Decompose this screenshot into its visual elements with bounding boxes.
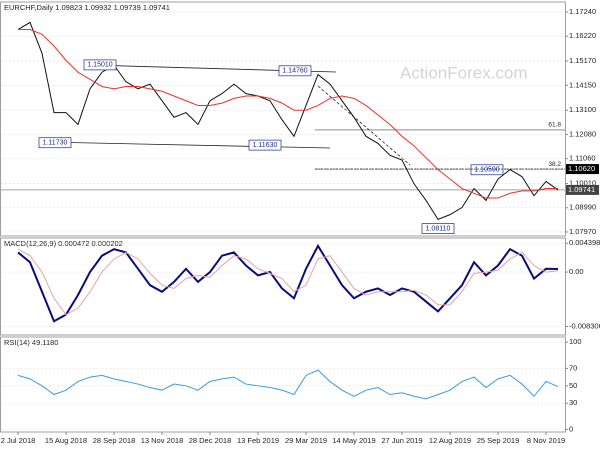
y-tick-label: 70 xyxy=(569,363,577,372)
y-tick-label: 0.004398 xyxy=(569,238,600,247)
annotation-box xyxy=(83,59,117,71)
x-tick-label: 13 Feb 2019 xyxy=(237,436,279,445)
x-tick-label: 13 Nov 2018 xyxy=(141,436,184,445)
fib-label: 38.2 xyxy=(548,161,561,168)
x-tick-label: 12 Aug 2019 xyxy=(429,436,471,445)
annotation-label: 1.11630 xyxy=(253,142,278,149)
fib-label: 61.8 xyxy=(548,122,561,129)
y-tick-label: 50 xyxy=(569,381,577,390)
y-tick-label: 1.16220 xyxy=(569,31,596,40)
annotation-label: 1.11730 xyxy=(43,140,68,147)
x-tick-label: 14 May 2019 xyxy=(332,436,375,445)
y-tick-label: 1.13100 xyxy=(569,105,596,114)
x-tick-label: 15 Aug 2018 xyxy=(45,436,87,445)
annotation-box xyxy=(421,223,455,234)
y-tick-label: 1.14150 xyxy=(569,80,596,89)
y-tick-label: 1.10010 xyxy=(569,179,596,188)
price-marker-label: 1.09741 xyxy=(568,185,595,194)
rsi-title: RSI(14) 49.1180 xyxy=(4,338,58,347)
x-tick-label: 28 Sep 2018 xyxy=(93,436,136,445)
rsi-frame xyxy=(0,336,566,433)
x-tick-label: 29 Mar 2019 xyxy=(285,436,327,445)
y-tick-label: 0 xyxy=(569,424,573,433)
annotation-box xyxy=(470,164,504,176)
annotation-label: 1.10590 xyxy=(474,167,499,174)
y-tick-label: 0.00 xyxy=(569,267,584,276)
trendline xyxy=(44,141,331,149)
x-tick-label: 2 Jul 2018 xyxy=(1,436,36,445)
annotation-box xyxy=(278,65,312,77)
annotation-label: 1.08110 xyxy=(426,225,451,232)
y-tick-label: 1.11060 xyxy=(569,154,596,163)
watermark: ActionForex.com xyxy=(400,63,528,82)
series-line xyxy=(17,243,559,323)
annotation-label: 1.14760 xyxy=(282,68,307,75)
series-line xyxy=(17,369,559,400)
y-tick-label: 1.12080 xyxy=(569,129,596,138)
price-frame xyxy=(0,1,566,237)
y-tick-label: -0.008306 xyxy=(569,322,600,331)
chart-title: EURCHF,Daily 1.09823 1.09932 1.09739 1.0… xyxy=(4,3,170,12)
x-tick-label: 27 Jun 2019 xyxy=(381,436,422,445)
y-tick-label: 1.07970 xyxy=(569,227,596,236)
annotation-label: 1.15010 xyxy=(87,62,112,69)
y-tick-label: 1.17240 xyxy=(569,7,596,16)
x-tick-label: 25 Sep 2019 xyxy=(477,436,520,445)
trendline xyxy=(317,85,411,166)
x-tick-label: 8 Nov 2019 xyxy=(527,436,565,445)
y-tick-label: 1.15170 xyxy=(569,56,596,65)
price-marker-label: 1.10620 xyxy=(568,164,595,173)
annotation-box xyxy=(248,139,282,151)
price-marker xyxy=(566,184,599,195)
y-tick-label: 30 xyxy=(569,398,577,407)
annotation-box xyxy=(38,137,72,149)
series-line xyxy=(17,248,559,316)
macd-title: MACD(12,26,9) 0.000472 0.000202 xyxy=(4,239,123,248)
series-line xyxy=(18,29,558,199)
x-tick-label: 28 Dec 2018 xyxy=(189,436,232,445)
y-tick-label: 1.08990 xyxy=(569,203,596,212)
price-marker xyxy=(566,164,599,175)
y-tick-label: 100 xyxy=(569,337,582,346)
macd-frame xyxy=(0,237,566,336)
